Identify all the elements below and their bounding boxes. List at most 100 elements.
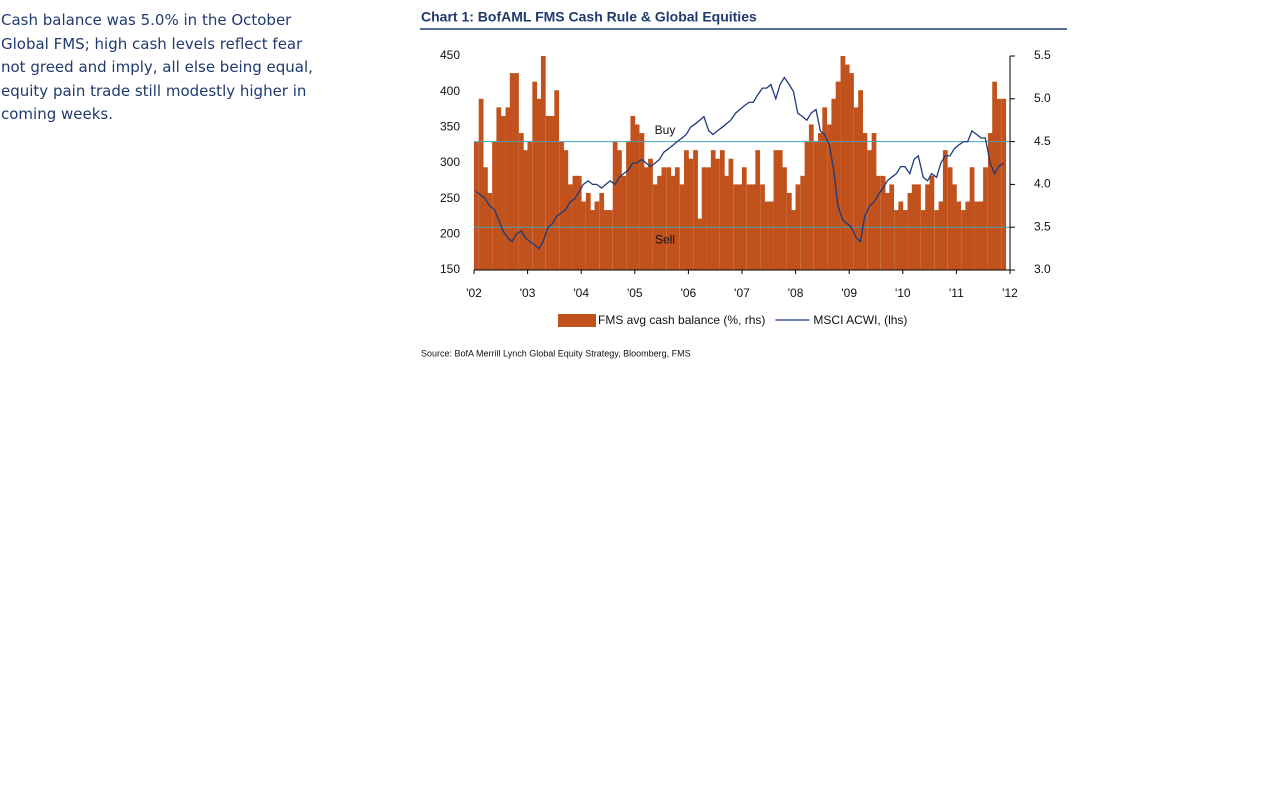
bar [518,133,524,270]
bar [942,150,948,270]
bar [487,192,493,270]
bar [992,81,997,271]
bar [634,124,640,270]
bar [473,141,479,270]
x-tick-label: '07 [734,286,750,300]
note-line: not greed and imply, all else being equa… [1,58,313,76]
bar [701,167,707,270]
bar [523,150,528,270]
bar [961,210,966,270]
bar [527,141,533,270]
bar [661,167,667,270]
bar [514,73,519,271]
y2-tick-label: 5.0 [1034,91,1051,105]
legend-label: MSCI ACWI, (lhs) [813,313,907,327]
bar [978,201,984,270]
bar [862,133,868,270]
bar [808,124,814,270]
bar [777,150,783,270]
bar [764,201,770,270]
y2-tick-label: 3.5 [1034,219,1051,233]
y-tick-label: 300 [440,155,460,169]
bar [996,98,1002,270]
bar [509,73,515,271]
bar [902,210,908,270]
bar [956,201,962,270]
bar [929,175,935,270]
bar [648,158,653,270]
note-line: equity pain trade still modestly higher … [1,81,307,100]
bar [536,98,542,270]
x-tick-label: '10 [895,286,911,300]
bar [483,167,488,270]
bar [674,167,680,270]
line [475,76,1004,250]
bar [478,98,484,270]
bar [684,150,689,270]
bar [545,115,551,270]
x-tick-label: '05 [627,286,643,300]
note: Cash balance was 5.0% in the October Glob… [1,9,313,127]
reference-label: Buy [655,123,676,137]
bar [554,90,560,271]
bar [540,56,546,270]
bar [505,107,511,270]
bar [559,141,564,270]
bar [885,192,890,270]
bar [492,141,497,270]
x-tick-label: '11 [949,286,964,300]
bar [590,210,595,270]
bar [831,98,837,270]
bar [840,56,846,270]
bar [907,192,913,270]
y-tick-label: 200 [440,227,460,241]
y-tick-label: 400 [440,84,460,98]
bar [965,201,971,270]
bar [715,158,720,270]
x-tick-label: '03 [520,286,536,300]
bar [898,201,904,270]
bar [621,175,627,270]
y2-tick-label: 3.0 [1034,262,1051,276]
x-tick-label: '12 [1002,286,1018,300]
bar [693,150,698,270]
y2-tick-label: 4.5 [1034,134,1051,148]
bar [983,167,988,270]
bar [934,210,940,270]
bar [827,124,832,270]
bar [773,150,779,270]
bar [1001,98,1007,270]
bar [880,175,886,270]
bar [603,210,609,270]
y2-tick-label: 5.5 [1034,48,1051,62]
bar [599,192,605,270]
bar [822,107,828,270]
bar [755,150,761,270]
x-tick-label: '02 [466,286,482,300]
bar [710,150,716,270]
bar [572,175,578,270]
bar [666,167,672,270]
bar [607,210,613,270]
bar [728,158,734,270]
bar [969,167,975,270]
bar [500,115,506,270]
bar [532,81,538,271]
bar [670,175,676,270]
bar [920,210,926,270]
bar [617,150,622,270]
bar [786,192,792,270]
bar [987,133,993,270]
bar [576,175,582,270]
bar [581,201,586,270]
bar [835,81,841,271]
bar [550,115,555,270]
legend-swatch [558,314,596,327]
source: Source: BofA Merrill Lynch Global Equity… [421,348,691,358]
bar [688,158,694,270]
bar [875,175,881,270]
bar [894,210,899,270]
bar [791,210,796,270]
bar [800,175,806,270]
